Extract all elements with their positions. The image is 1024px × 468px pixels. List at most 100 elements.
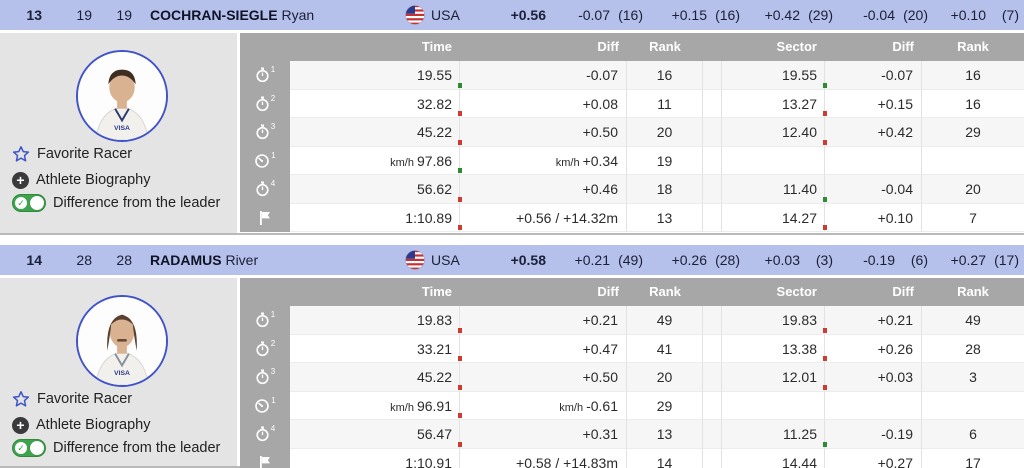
sector-diff-cell: +0.42 bbox=[823, 118, 922, 147]
star-icon bbox=[12, 146, 30, 162]
racer-rank: 14 bbox=[26, 252, 42, 268]
favorite-racer-button[interactable]: Favorite Racer bbox=[12, 143, 132, 165]
toggle-knob bbox=[30, 196, 44, 210]
time-cell: km/h 97.86 bbox=[290, 146, 460, 175]
summary-split-4: -0.04 (20) bbox=[863, 7, 928, 23]
diff-indicator bbox=[823, 225, 827, 230]
diff-cell: +0.58 / +14.83m bbox=[460, 448, 627, 468]
favorite-racer-button[interactable]: Favorite Racer bbox=[12, 388, 132, 410]
spacer-column-header bbox=[703, 278, 722, 306]
sector-diff-cell bbox=[825, 391, 922, 420]
diff-cell: -0.07 bbox=[458, 61, 627, 90]
sector-diff-cell: +0.27 bbox=[825, 448, 922, 468]
sector-rank-cell: 28 bbox=[922, 334, 1024, 363]
summary-split-3: +0.03 (3) bbox=[764, 252, 833, 268]
split-row: 1:10.89 +0.56 / +14.32m 13 14.27 +0.10 7 bbox=[240, 203, 1024, 232]
sector-cell: 19.83 bbox=[722, 306, 825, 335]
splits-table: Time Diff Rank Sector Diff Rank 1 19.83 +0… bbox=[240, 278, 1024, 468]
diff-cell: +0.47 bbox=[458, 334, 627, 363]
split-row: 3 45.22 +0.50 20 12.40 +0.42 29 bbox=[240, 118, 1024, 147]
sector-column-header: Sector bbox=[776, 284, 817, 299]
difference-toggle[interactable]: ✓ bbox=[12, 194, 46, 212]
diff-indicator bbox=[823, 82, 827, 88]
sector-rank-cell: 16 bbox=[922, 61, 1024, 90]
diff-indicator bbox=[458, 111, 462, 116]
sector-rank-cell: 20 bbox=[922, 175, 1024, 204]
time-cell: 56.47 bbox=[290, 420, 460, 449]
time-cell: 32.82 bbox=[290, 89, 460, 118]
icon-column-header bbox=[240, 33, 290, 61]
sector-diff-cell: +0.10 bbox=[823, 203, 922, 232]
time-cell: km/h 96.91 bbox=[290, 391, 460, 420]
difference-toggle[interactable]: ✓ bbox=[12, 439, 46, 457]
sector-rank-cell: 17 bbox=[922, 448, 1024, 468]
sector-cell: 13.38 bbox=[722, 334, 825, 363]
summary-split-5: +0.10 (7) bbox=[950, 7, 1019, 23]
racer-bib: 19 bbox=[76, 7, 92, 23]
favorite-racer-label: Favorite Racer bbox=[37, 391, 133, 407]
icon-column-header bbox=[240, 278, 290, 306]
diff-indicator bbox=[823, 356, 827, 361]
diff-cell: +0.46 bbox=[458, 175, 627, 204]
unit-label: km/h bbox=[390, 156, 414, 169]
racer-name: COCHRAN-SIEGLE Ryan bbox=[150, 0, 400, 30]
rank-column-header: Rank bbox=[649, 39, 681, 54]
plus-icon: + bbox=[12, 416, 29, 434]
summary-split-5: +0.27 (17) bbox=[950, 252, 1019, 268]
diff-cell: +0.50 bbox=[458, 118, 627, 147]
time-cell: 1:10.89 bbox=[290, 203, 460, 232]
summary-split-2: +0.26 (28) bbox=[671, 252, 740, 268]
athlete-biography-button[interactable]: + Athlete Biography bbox=[12, 169, 150, 191]
diff-cell: +0.31 bbox=[458, 420, 627, 449]
diff-indicator bbox=[458, 82, 462, 88]
rank-cell: 14 bbox=[627, 448, 703, 468]
split-row: 4 56.62 +0.46 18 11.40 -0.04 20 bbox=[240, 175, 1024, 204]
time-cell: 19.83 bbox=[290, 306, 460, 335]
athlete-biography-button[interactable]: + Athlete Biography bbox=[12, 414, 150, 436]
toggle-knob bbox=[30, 441, 44, 455]
spacer-cell bbox=[703, 61, 722, 90]
difference-from-leader-row: ✓ Difference from the leader bbox=[12, 437, 220, 459]
racer-header-row[interactable]: 13 19 19 COCHRAN-SIEGLE Ryan USA +0.56 -… bbox=[0, 0, 1024, 30]
stopwatch-3-icon: 3 bbox=[240, 118, 290, 147]
sector-diff-cell: -0.04 bbox=[823, 175, 922, 204]
stopwatch-2-icon: 2 bbox=[240, 334, 290, 363]
racer-name: RADAMUS River bbox=[150, 245, 400, 275]
sector-diff-column-header: Diff bbox=[892, 284, 914, 299]
diff-column-header: Diff bbox=[597, 284, 619, 299]
sector-cell: 11.40 bbox=[722, 175, 825, 204]
diff-cell: +0.56 / +14.32m bbox=[458, 203, 627, 232]
racer-first-name: River bbox=[225, 252, 259, 268]
section-divider bbox=[0, 235, 1024, 245]
rank-cell: 49 bbox=[627, 306, 703, 335]
svg-text:VISA: VISA bbox=[114, 370, 130, 377]
diff-indicator bbox=[458, 413, 462, 418]
sector-rank-cell bbox=[922, 391, 1024, 420]
rank-cell: 13 bbox=[627, 203, 703, 232]
split-row: 2 32.82 +0.08 11 13.27 +0.15 16 bbox=[240, 89, 1024, 118]
split-row: 1 km/h 97.86 km/h +0.34 19 bbox=[240, 146, 1024, 175]
sector-cell: 19.55 bbox=[722, 61, 825, 90]
rank-cell: 29 bbox=[627, 391, 703, 420]
diff-indicator bbox=[823, 441, 827, 447]
time-cell: 45.22 bbox=[290, 363, 460, 392]
racer-bib: 28 bbox=[76, 252, 92, 268]
athlete-biography-label: Athlete Biography bbox=[36, 417, 151, 433]
spacer-cell bbox=[703, 334, 722, 363]
sector-rank-column-header: Rank bbox=[957, 39, 989, 54]
rank-cell: 41 bbox=[627, 334, 703, 363]
summary-split-4: -0.19 (6) bbox=[863, 252, 928, 268]
diff-indicator bbox=[823, 384, 827, 390]
racer-detail-body: VISA Favorite Racer + Athlete Biography … bbox=[0, 278, 1024, 468]
split-row: 1:10.91 +0.58 / +14.83m 14 14.44 +0.27 17 bbox=[240, 448, 1024, 468]
spacer-cell bbox=[703, 420, 722, 449]
sector-diff-cell: +0.15 bbox=[823, 89, 922, 118]
sector-cell: 11.25 bbox=[722, 420, 825, 449]
racer-last-name: COCHRAN-SIEGLE bbox=[150, 7, 278, 23]
spacer-cell bbox=[703, 89, 722, 118]
summary-split-3: +0.42 (29) bbox=[764, 7, 833, 23]
stopwatch-4-icon: 4 bbox=[240, 420, 290, 449]
sector-cell: 13.27 bbox=[722, 89, 825, 118]
spacer-cell bbox=[703, 175, 722, 204]
racer-header-row[interactable]: 14 28 28 RADAMUS River USA +0.58 +0.21 (4… bbox=[0, 245, 1024, 275]
